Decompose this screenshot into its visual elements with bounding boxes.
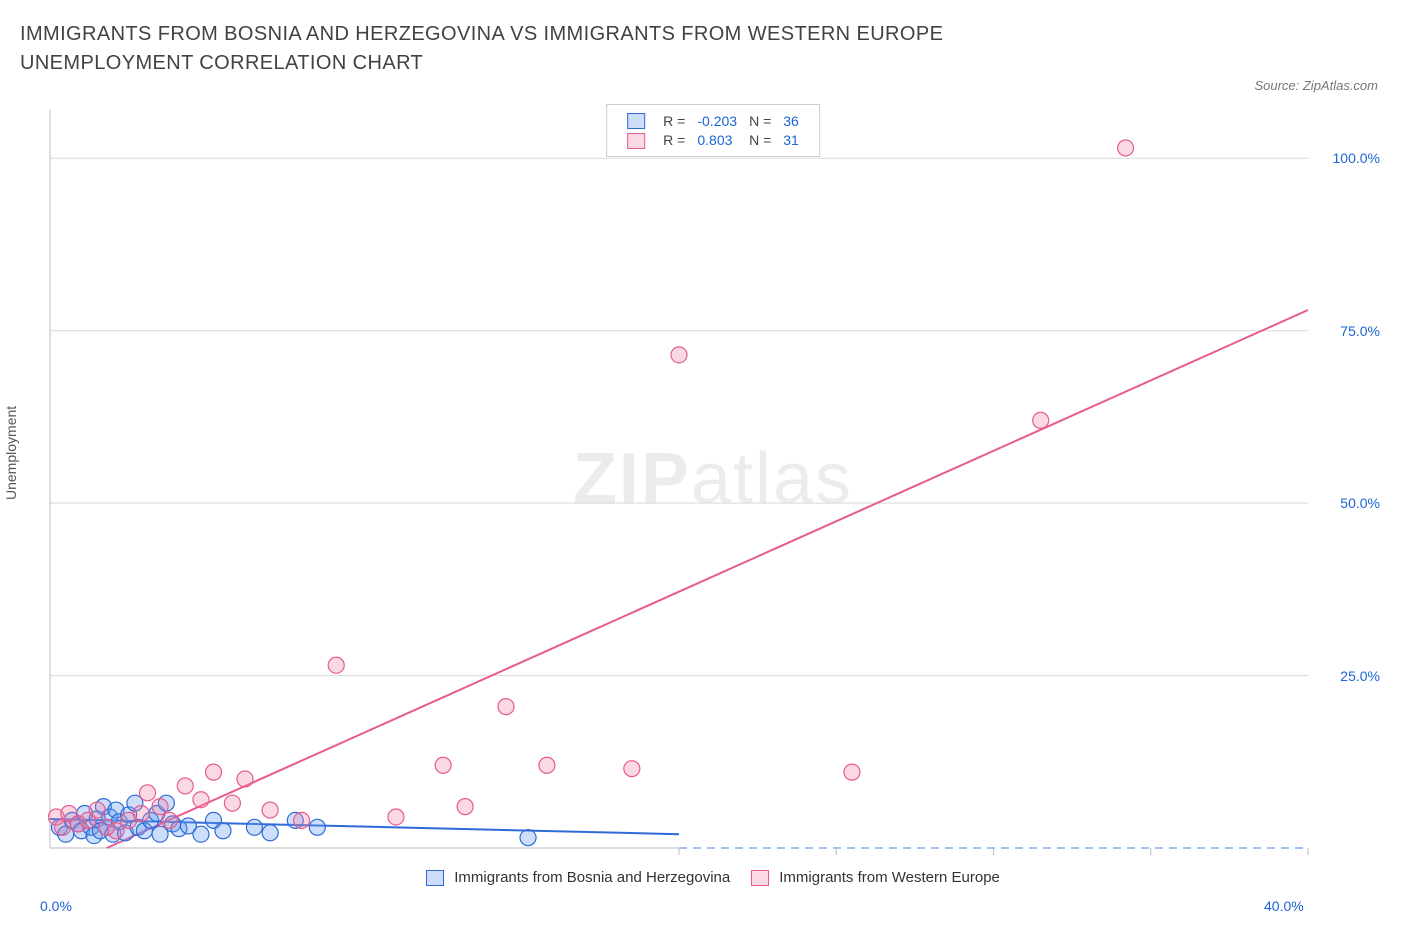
y-tick-label: 100.0% (1333, 150, 1380, 166)
plot-area: ZIPatlas R =-0.203N =36R =0.803N =31 25.… (48, 104, 1378, 886)
legend-series-label: Immigrants from Bosnia and Herzegovina (454, 869, 730, 886)
x-tick-label: 40.0% (1264, 898, 1304, 914)
legend-N-value: 36 (777, 111, 805, 130)
legend-N-value: 31 (777, 130, 805, 149)
chart-svg (48, 104, 1378, 886)
legend-N-label: N = (743, 130, 777, 149)
x-tick-label: 0.0% (40, 898, 72, 914)
y-tick-label: 50.0% (1340, 495, 1380, 511)
y-axis-label: Unemployment (3, 406, 19, 500)
legend-R-label: R = (657, 111, 691, 130)
legend-correlation: R =-0.203N =36 R =0.803N =31 (606, 104, 820, 157)
legend-R-value: 0.803 (691, 130, 743, 149)
source-credit: Source: ZipAtlas.com (1254, 78, 1378, 93)
y-tick-label: 25.0% (1340, 668, 1380, 684)
y-tick-label: 75.0% (1340, 323, 1380, 339)
legend-swatch (426, 870, 444, 886)
legend-N-label: N = (743, 111, 777, 130)
chart-title: IMMIGRANTS FROM BOSNIA AND HERZEGOVINA V… (20, 20, 1080, 78)
legend-R-label: R = (657, 130, 691, 149)
legend-series-label: Immigrants from Western Europe (779, 869, 1000, 886)
legend-series: Immigrants from Bosnia and Herzegovina I… (48, 869, 1378, 886)
legend-R-value: -0.203 (691, 111, 743, 130)
legend-swatch (751, 870, 769, 886)
source-prefix: Source: (1254, 78, 1302, 93)
source-name: ZipAtlas.com (1303, 78, 1378, 93)
